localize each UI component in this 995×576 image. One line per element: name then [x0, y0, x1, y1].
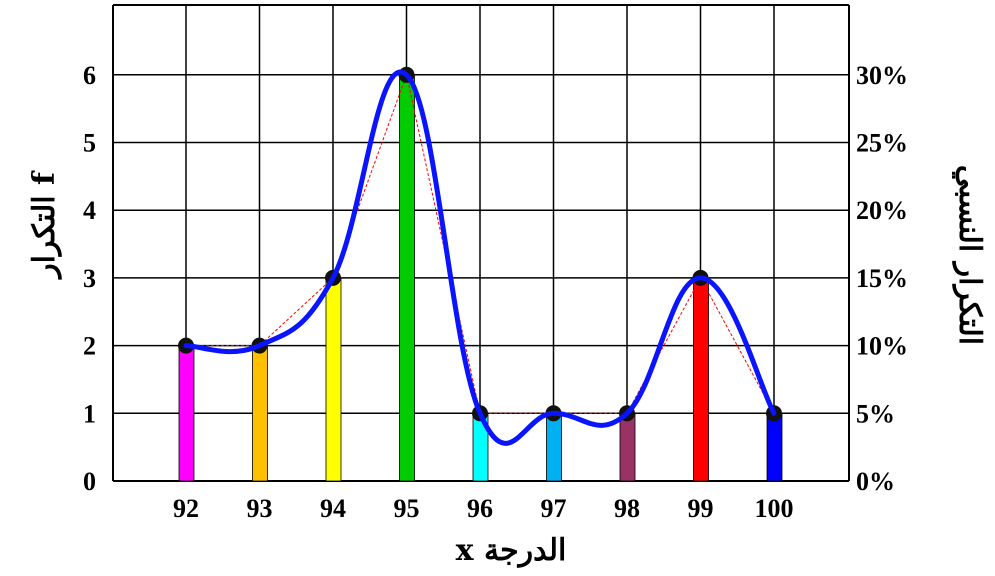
y-tick-label: 6 — [83, 61, 96, 90]
smooth-frequency-curve — [183, 69, 777, 446]
bar-92 — [178, 345, 195, 482]
bar-99 — [693, 277, 709, 482]
x-tick-label: 92 — [173, 494, 199, 523]
bar-100 — [766, 412, 783, 482]
x-tick-label: 99 — [688, 494, 714, 523]
y-tick-label-right: 15% — [856, 264, 908, 293]
y-tick-label-right: 20% — [856, 196, 908, 225]
overlays — [178, 66, 782, 446]
y-tick-label: 0 — [83, 467, 96, 496]
bars — [178, 74, 783, 482]
x-axis-title: الدرجة x — [456, 533, 567, 568]
y-tick-label-right: 10% — [856, 332, 908, 361]
x-tick-label: 94 — [320, 494, 346, 523]
x-tick-label: 95 — [394, 494, 420, 523]
bar-97 — [546, 412, 562, 482]
y-tick-label-right: 25% — [856, 129, 908, 158]
y-axis-title-right: التكرار النسبي — [952, 165, 987, 345]
bar-94 — [325, 277, 342, 482]
y-tick-label: 4 — [83, 196, 96, 225]
y-tick-label: 5 — [83, 129, 96, 158]
y-tick-label: 1 — [83, 399, 96, 428]
y-axis-title: التكرار f — [27, 170, 62, 280]
x-tick-label: 98 — [614, 494, 640, 523]
x-tick-label: 96 — [467, 494, 493, 523]
x-tick-label: 100 — [755, 494, 794, 523]
x-tick-label: 97 — [541, 494, 567, 523]
bar-98 — [619, 412, 636, 482]
y-tick-label-right: 30% — [856, 61, 908, 90]
bar-95 — [399, 74, 415, 482]
ticks: 0 1 2 3 4 5 6 0% 5% 10% 15% 20% 25% 30% 92 93 94 95 96 97 98… — [83, 61, 908, 523]
y-tick-label-right: 5% — [856, 399, 895, 428]
bar-93 — [252, 345, 268, 482]
x-tick-label: 93 — [247, 494, 273, 523]
y-tick-label-right: 0% — [856, 467, 895, 496]
y-tick-label: 2 — [83, 332, 96, 361]
y-tick-label: 3 — [83, 264, 96, 293]
